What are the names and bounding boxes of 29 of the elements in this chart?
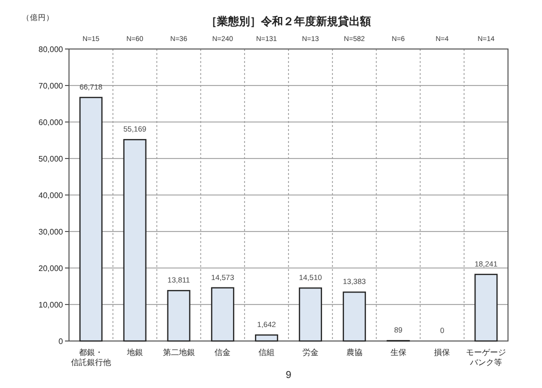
y-tick-label: 0 xyxy=(58,337,64,346)
x-tick-label: 地銀 xyxy=(126,348,143,357)
x-tick-label: モーゲージバンク等 xyxy=(466,348,506,367)
chart-title: ［業態別］令和２年度新規貸出額 xyxy=(206,15,371,28)
y-tick-label: 60,000 xyxy=(38,118,64,127)
x-tick-label: 生保 xyxy=(390,348,406,357)
x-tick-label: 第二地銀 xyxy=(162,348,195,357)
y-tick-label: 50,000 xyxy=(38,154,64,164)
y-tick-label: 80,000 xyxy=(38,45,64,54)
bar xyxy=(342,292,366,342)
x-tick-label: 農協 xyxy=(346,348,362,357)
x-tick-label: 信組 xyxy=(258,348,275,357)
y-tick-label: 70,000 xyxy=(38,82,64,90)
y-tick-label: 10,000 xyxy=(38,300,64,310)
y-tick-label: 40,000 xyxy=(38,191,64,200)
bar xyxy=(298,287,322,342)
y-tick-label: 20,000 xyxy=(38,264,64,273)
bar xyxy=(211,287,234,342)
y-tick-label: 30,000 xyxy=(38,228,64,236)
bar xyxy=(167,290,190,342)
x-tick-label: 信金 xyxy=(214,348,231,357)
x-tick-label: 労金 xyxy=(302,348,318,357)
bar xyxy=(123,139,146,342)
bar xyxy=(79,96,103,342)
text: 9 xyxy=(286,370,292,381)
x-tick-label: 都銀・信託銀行他 xyxy=(70,348,111,367)
x-tick-label: 損保 xyxy=(434,348,450,357)
bar xyxy=(474,274,498,342)
bar xyxy=(254,334,278,342)
